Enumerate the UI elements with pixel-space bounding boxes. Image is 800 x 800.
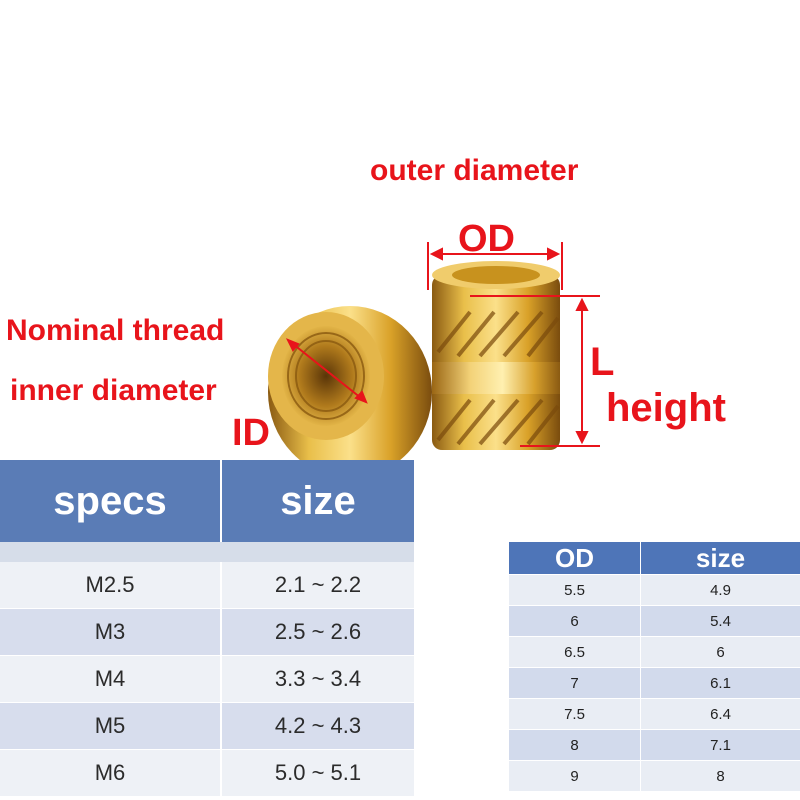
insert-end-view xyxy=(268,306,432,460)
od-cell: 7 xyxy=(509,668,641,698)
table-row: 6 5.4 xyxy=(509,605,800,636)
size-cell: 3.3 ~ 3.4 xyxy=(274,666,362,691)
table-row: M4 3.3 ~ 3.4 xyxy=(0,656,414,703)
spec-cell: M2.5 xyxy=(0,562,222,608)
spec-cell: M4 xyxy=(0,656,222,702)
od-cell: 8 xyxy=(509,730,641,760)
specs-size-table: specs size M2.5 2.1 ~ 2.2 M3 2.5 ~ 2.6 M… xyxy=(0,460,414,797)
table-row: M2.5 2.1 ~ 2.2 xyxy=(0,562,414,609)
table-row: M6 5.0 ~ 5.1 xyxy=(0,750,414,797)
outer-diameter-label: outer diameter xyxy=(370,154,579,187)
size-cell: 6.4 xyxy=(710,705,731,723)
spec-cell: M3 xyxy=(0,609,222,655)
size-cell: 4.2 ~ 4.3 xyxy=(274,713,362,738)
od-cell: 6 xyxy=(509,606,641,636)
inner-diameter-label: inner diameter xyxy=(10,374,217,407)
height-label: height xyxy=(606,386,726,430)
id-label: ID xyxy=(232,412,270,454)
table-row: M3 2.5 ~ 2.6 xyxy=(0,609,414,656)
od-cell: 9 xyxy=(509,761,641,791)
size-cell: 6.1 xyxy=(710,674,731,692)
table-spacer xyxy=(0,542,414,562)
od-cell: 6.5 xyxy=(509,637,641,667)
brass-insert-illustration xyxy=(268,242,600,460)
od-size-table: OD size 5.5 4.9 6 5.4 6.5 6 7 6.1 7.5 6.… xyxy=(509,542,800,791)
size-cell: 2.1 ~ 2.2 xyxy=(274,572,362,597)
od-cell: 5.5 xyxy=(509,575,641,605)
od-cell: 7.5 xyxy=(509,699,641,729)
size-cell: 5.4 xyxy=(710,612,731,630)
table-row: 5.5 4.9 xyxy=(509,574,800,605)
spec-cell: M5 xyxy=(0,703,222,749)
size-cell: 7.1 xyxy=(710,736,731,754)
table-row: 7 6.1 xyxy=(509,667,800,698)
od-label: OD xyxy=(458,218,515,260)
table-row: 7.5 6.4 xyxy=(509,698,800,729)
header-od: OD xyxy=(509,542,641,574)
size-cell: 8 xyxy=(716,767,725,785)
size-cell: 5.0 ~ 5.1 xyxy=(274,760,362,785)
table-header: specs size xyxy=(0,460,414,542)
table-row: 6.5 6 xyxy=(509,636,800,667)
l-label: L xyxy=(590,340,615,384)
insert-side-view xyxy=(432,261,560,450)
size-cell: 2.5 ~ 2.6 xyxy=(274,619,362,644)
nominal-thread-label: Nominal thread xyxy=(6,314,225,347)
header-specs: specs xyxy=(0,460,222,542)
header-size: size xyxy=(695,542,746,573)
size-cell: 4.9 xyxy=(710,581,731,599)
size-cell: 6 xyxy=(716,643,725,661)
table-row: 8 7.1 xyxy=(509,729,800,760)
table-row: 9 8 xyxy=(509,760,800,791)
table-row: M5 4.2 ~ 4.3 xyxy=(0,703,414,750)
spec-cell: M6 xyxy=(0,750,222,796)
table-header: OD size xyxy=(509,542,800,574)
header-size: size xyxy=(280,478,356,523)
